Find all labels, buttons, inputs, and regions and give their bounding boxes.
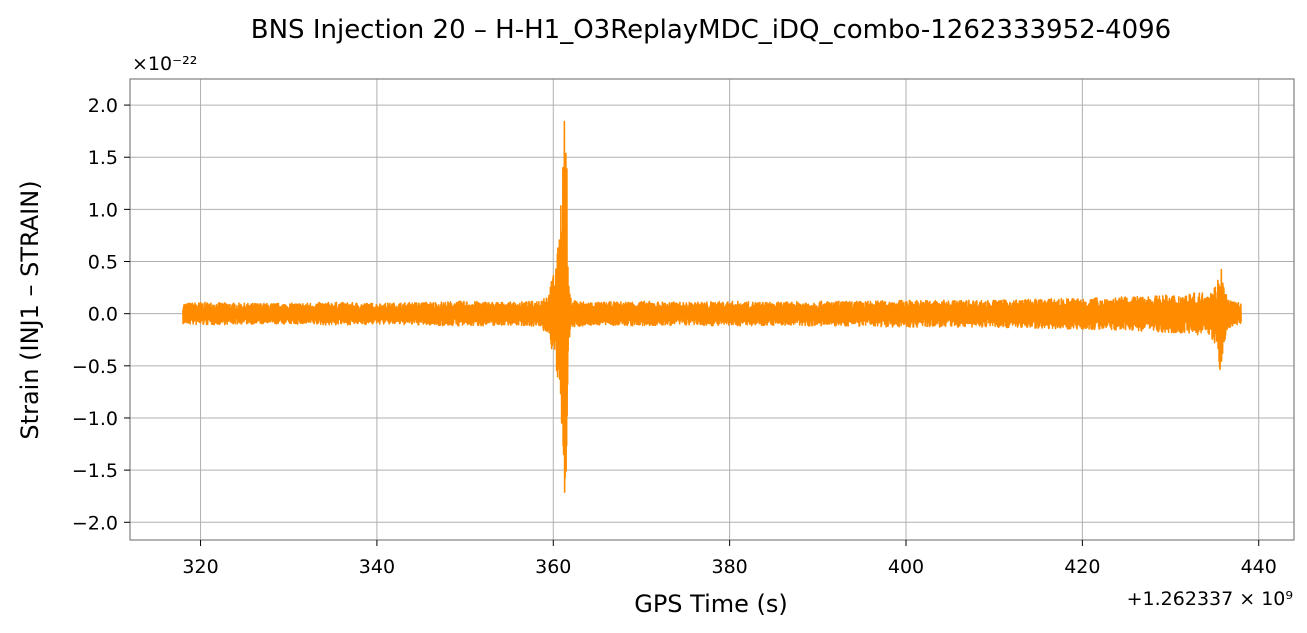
y-tick-label: −0.5: [72, 356, 118, 378]
grid-lines: [130, 79, 1294, 540]
x-tick-label: 360: [535, 556, 571, 578]
x-tick-label: 400: [888, 556, 924, 578]
x-tick-label: 320: [182, 556, 218, 578]
y-tick-label: 0.5: [88, 252, 118, 274]
y-axis-title: Strain (INJ1 – STRAIN): [16, 180, 44, 439]
y-tick-label: 1.5: [88, 147, 118, 169]
x-axis-title: GPS Time (s): [634, 590, 788, 618]
y-tick-label: 0.0: [88, 304, 118, 326]
y-scale-label: ×10⁻²²: [132, 53, 197, 75]
axis-ticks: 320 340 360 380 400 420 440 −2.0 −1.5 −1.0 −0.5 0.0…: [72, 95, 1277, 578]
data-series: [182, 120, 1242, 493]
y-tick-label: −1.5: [72, 460, 118, 482]
x-tick-label: 340: [359, 556, 395, 578]
x-tick-label: 420: [1064, 556, 1100, 578]
x-tick-label: 380: [712, 556, 748, 578]
strain-series-line: [182, 120, 1242, 493]
plot-frame: [129, 78, 1295, 541]
x-tick-label: 440: [1241, 556, 1277, 578]
y-tick-label: 1.0: [88, 199, 118, 221]
x-offset-label: +1.262337 × 10⁹: [1127, 588, 1293, 610]
chart-title: BNS Injection 20 – H-H1_O3ReplayMDC_iDQ_…: [251, 15, 1171, 45]
y-tick-label: −1.0: [72, 408, 118, 430]
y-tick-label: −2.0: [72, 512, 118, 534]
y-tick-label: 2.0: [88, 95, 118, 117]
